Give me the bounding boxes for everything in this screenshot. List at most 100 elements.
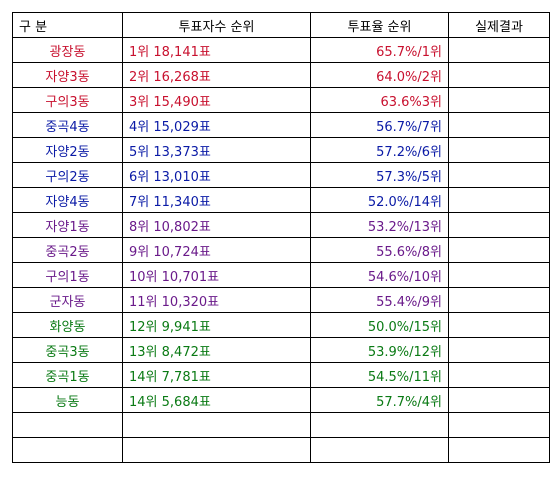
voter-count-cell[interactable]: 3위 15,490표 (122, 87, 311, 113)
dong-name-cell[interactable]: 자양2동 (12, 137, 123, 163)
turnout-rate-cell[interactable]: 57.3%/5위 (310, 162, 449, 188)
voter-count-rank: 1위 (129, 44, 150, 60)
actual-result-cell[interactable] (448, 137, 550, 163)
dong-name-cell[interactable]: 중곡1동 (12, 362, 123, 388)
actual-result-cell[interactable] (448, 387, 550, 413)
actual-result-cell[interactable] (448, 162, 550, 188)
voter-count-value: 10,320표 (161, 294, 220, 310)
voter-count-cell[interactable]: 6위 13,010표 (122, 162, 311, 188)
actual-result-cell[interactable] (448, 287, 550, 313)
table-row: 자양2동 5위 13,373표 57.2%/6위 (12, 137, 550, 163)
voter-count-cell[interactable]: 2위 16,268표 (122, 62, 311, 88)
voter-count-value: 13,373표 (153, 144, 211, 160)
voter-count-rank: 14위 (129, 369, 158, 385)
voter-count-cell[interactable]: 10위 10,701표 (122, 262, 311, 288)
voter-count-rank: 14위 (129, 394, 158, 410)
voter-count-cell[interactable]: 14위 5,684표 (122, 387, 311, 413)
dong-name-cell[interactable] (12, 437, 123, 463)
turnout-rate-cell[interactable]: 50.0%/15위 (310, 312, 449, 338)
turnout-rate-cell[interactable]: 56.7%/7위 (310, 112, 449, 138)
turnout-rate-cell[interactable] (310, 412, 449, 438)
turnout-rate-cell[interactable]: 55.6%/8위 (310, 237, 449, 263)
dong-name-cell[interactable]: 중곡4동 (12, 112, 123, 138)
table-row: 중곡1동 14위 7,781표 54.5%/11위 (12, 362, 550, 388)
voter-count-cell[interactable]: 13위 8,472표 (122, 337, 311, 363)
turnout-rate-cell[interactable]: 52.0%/14위 (310, 187, 449, 213)
table-row: 구의3동 3위 15,490표 63.6%3위 (12, 87, 550, 113)
voter-count-cell[interactable]: 5위 13,373표 (122, 137, 311, 163)
turnout-rate-cell[interactable]: 55.4%/9위 (310, 287, 449, 313)
turnout-rate-cell[interactable]: 64.0%/2위 (310, 62, 449, 88)
table-row: 군자동 11위 10,320표 55.4%/9위 (12, 287, 550, 313)
voter-count-rank: 8위 (129, 219, 150, 235)
voter-count-value: 16,268표 (153, 69, 211, 85)
actual-result-cell[interactable] (448, 337, 550, 363)
turnout-rate-cell[interactable]: 53.9%/12위 (310, 337, 449, 363)
dong-name-cell[interactable]: 능동 (12, 387, 123, 413)
voter-count-rank: 3위 (129, 94, 150, 110)
header-rate-rank[interactable]: 투표율 순위 (310, 12, 449, 38)
voter-count-cell[interactable]: 14위 7,781표 (122, 362, 311, 388)
actual-result-cell[interactable] (448, 412, 550, 438)
dong-name-cell[interactable]: 자양3동 (12, 62, 123, 88)
turnout-rate-cell[interactable] (310, 437, 449, 463)
voter-count-rank: 4위 (129, 119, 150, 135)
dong-name-cell[interactable]: 구의1동 (12, 262, 123, 288)
actual-result-cell[interactable] (448, 437, 550, 463)
actual-result-cell[interactable] (448, 237, 550, 263)
actual-result-cell[interactable] (448, 87, 550, 113)
dong-name-cell[interactable]: 자양1동 (12, 212, 123, 238)
table-row: 구의1동 10위 10,701표 54.6%/10위 (12, 262, 550, 288)
voter-count-cell[interactable]: 4위 15,029표 (122, 112, 311, 138)
dong-name-cell[interactable]: 중곡2동 (12, 237, 123, 263)
voter-count-value: 18,141표 (153, 44, 211, 60)
turnout-rate-cell[interactable]: 57.2%/6위 (310, 137, 449, 163)
dong-name-cell[interactable]: 구의2동 (12, 162, 123, 188)
table-row: 화양동 12위 9,941표 50.0%/15위 (12, 312, 550, 338)
actual-result-cell[interactable] (448, 62, 550, 88)
actual-result-cell[interactable] (448, 312, 550, 338)
header-count-rank[interactable]: 투표자수 순위 (122, 12, 311, 38)
voter-count-rank: 12위 (129, 319, 158, 335)
turnout-rate-cell[interactable]: 54.5%/11위 (310, 362, 449, 388)
turnout-rate-cell[interactable]: 63.6%3위 (310, 87, 449, 113)
voter-count-value: 8,472표 (161, 344, 211, 360)
actual-result-cell[interactable] (448, 262, 550, 288)
voter-count-cell[interactable]: 7위 11,340표 (122, 187, 311, 213)
turnout-rate-cell[interactable]: 65.7%/1위 (310, 37, 449, 63)
voter-count-cell[interactable] (122, 412, 311, 438)
table-row: 중곡2동 9위 10,724표 55.6%/8위 (12, 237, 550, 263)
table-row: 능동 14위 5,684표 57.7%/4위 (12, 387, 550, 413)
header-name[interactable]: 구 분 (12, 12, 123, 38)
dong-name-cell[interactable]: 광장동 (12, 37, 123, 63)
voter-count-cell[interactable]: 8위 10,802표 (122, 212, 311, 238)
voter-count-value: 15,029표 (153, 119, 211, 135)
voter-count-value: 13,010표 (153, 169, 211, 185)
dong-name-cell[interactable]: 중곡3동 (12, 337, 123, 363)
turnout-rate-cell[interactable]: 54.6%/10위 (310, 262, 449, 288)
header-row: 구 분 투표자수 순위 투표율 순위 실제결과 (12, 12, 550, 38)
voter-count-value: 10,701표 (161, 269, 220, 285)
voter-count-value: 11,340표 (153, 194, 211, 210)
voter-count-rank: 9위 (129, 244, 150, 260)
voter-count-cell[interactable]: 11위 10,320표 (122, 287, 311, 313)
header-result[interactable]: 실제결과 (448, 12, 550, 38)
dong-name-cell[interactable]: 자양4동 (12, 187, 123, 213)
voter-count-cell[interactable]: 9위 10,724표 (122, 237, 311, 263)
voter-count-cell[interactable]: 1위 18,141표 (122, 37, 311, 63)
voter-count-rank: 7위 (129, 194, 150, 210)
dong-name-cell[interactable] (12, 412, 123, 438)
actual-result-cell[interactable] (448, 187, 550, 213)
actual-result-cell[interactable] (448, 362, 550, 388)
voter-count-cell[interactable]: 12위 9,941표 (122, 312, 311, 338)
dong-name-cell[interactable]: 화양동 (12, 312, 123, 338)
actual-result-cell[interactable] (448, 37, 550, 63)
actual-result-cell[interactable] (448, 212, 550, 238)
voter-count-cell[interactable] (122, 437, 311, 463)
actual-result-cell[interactable] (448, 112, 550, 138)
dong-name-cell[interactable]: 군자동 (12, 287, 123, 313)
turnout-rate-cell[interactable]: 53.2%/13위 (310, 212, 449, 238)
voter-count-rank: 5위 (129, 144, 150, 160)
turnout-rate-cell[interactable]: 57.7%/4위 (310, 387, 449, 413)
dong-name-cell[interactable]: 구의3동 (12, 87, 123, 113)
